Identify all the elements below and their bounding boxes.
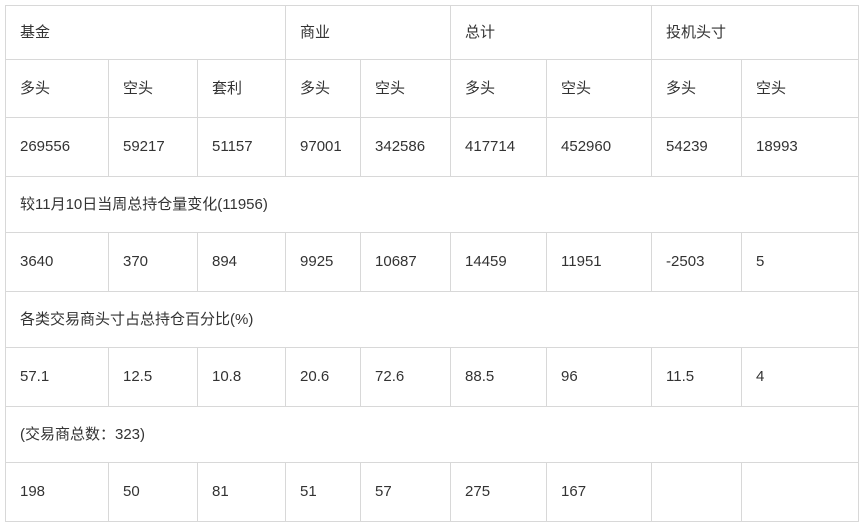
cell-change-5: 14459 xyxy=(450,232,548,292)
cell-percent-2: 10.8 xyxy=(196,347,287,407)
group-header-row: 基金 商业 总计 投机头寸 xyxy=(4,5,860,60)
cell-traders-6: 167 xyxy=(546,462,653,522)
cell-positions-5: 417714 xyxy=(450,117,548,177)
column-header-fund-long: 多头 xyxy=(5,59,109,118)
column-header-commercial-long: 多头 xyxy=(285,59,362,118)
cell-traders-5: 275 xyxy=(450,462,548,522)
cell-positions-8: 18993 xyxy=(741,117,860,177)
table-row: 3640 370 894 9925 10687 14459 11951 -250… xyxy=(5,232,860,292)
note-trader-count: (交易商总数：323) xyxy=(4,406,860,463)
cell-traders-0: 198 xyxy=(5,462,109,522)
cell-positions-4: 342586 xyxy=(360,117,452,177)
cell-positions-2: 51157 xyxy=(196,117,287,177)
column-header-total-long: 多头 xyxy=(450,59,548,118)
cell-change-1: 370 xyxy=(108,232,198,292)
cell-traders-3: 51 xyxy=(285,462,362,522)
group-header-fund: 基金 xyxy=(4,5,287,60)
column-header-commercial-short: 空头 xyxy=(360,59,452,118)
cell-positions-1: 59217 xyxy=(108,117,198,177)
cell-change-0: 3640 xyxy=(5,232,109,292)
cell-traders-8 xyxy=(741,462,860,522)
group-header-speculative: 投机头寸 xyxy=(651,5,860,60)
cell-percent-6: 96 xyxy=(546,347,653,407)
cell-traders-2: 81 xyxy=(196,462,287,522)
column-header-fund-spread: 套利 xyxy=(196,59,287,118)
group-header-total: 总计 xyxy=(450,5,653,60)
cell-positions-3: 97001 xyxy=(285,117,362,177)
cell-traders-7 xyxy=(651,462,743,522)
cell-change-4: 10687 xyxy=(360,232,452,292)
cell-positions-6: 452960 xyxy=(546,117,653,177)
section-note-row-change: 较11月10日当周总持仓量变化(11956) xyxy=(4,176,860,233)
cell-positions-7: 54239 xyxy=(651,117,743,177)
cell-traders-1: 50 xyxy=(108,462,198,522)
group-header-commercial: 商业 xyxy=(285,5,452,60)
cell-change-7: -2503 xyxy=(651,232,743,292)
cell-change-2: 894 xyxy=(196,232,287,292)
column-header-fund-short: 空头 xyxy=(108,59,198,118)
column-header-spec-long: 多头 xyxy=(651,59,743,118)
cell-traders-4: 57 xyxy=(360,462,452,522)
table-row: 198 50 81 51 57 275 167 xyxy=(5,462,860,522)
cell-percent-7: 11.5 xyxy=(651,347,743,407)
column-header-spec-short: 空头 xyxy=(741,59,860,118)
cell-percent-5: 88.5 xyxy=(450,347,548,407)
column-header-total-short: 空头 xyxy=(546,59,653,118)
cell-percent-8: 4 xyxy=(741,347,860,407)
cell-percent-1: 12.5 xyxy=(108,347,198,407)
table-row: 269556 59217 51157 97001 342586 417714 4… xyxy=(5,117,860,177)
note-weekly-change: 较11月10日当周总持仓量变化(11956) xyxy=(4,176,860,233)
cell-change-6: 11951 xyxy=(546,232,653,292)
table-row: 57.1 12.5 10.8 20.6 72.6 88.5 96 11.5 4 xyxy=(5,347,860,407)
section-note-row-percent: 各类交易商头寸占总持仓百分比(%) xyxy=(4,291,860,348)
cell-change-8: 5 xyxy=(741,232,860,292)
cell-change-3: 9925 xyxy=(285,232,362,292)
section-note-row-traders: (交易商总数：323) xyxy=(4,406,860,463)
cell-percent-3: 20.6 xyxy=(285,347,362,407)
cell-positions-0: 269556 xyxy=(5,117,109,177)
note-percent-of-open-interest: 各类交易商头寸占总持仓百分比(%) xyxy=(4,291,860,348)
cot-table-container: 基金 商业 总计 投机头寸 多头 空头 套利 多头 空头 多头 空头 多头 空头… xyxy=(4,5,860,522)
column-header-row: 多头 空头 套利 多头 空头 多头 空头 多头 空头 xyxy=(5,59,860,118)
commitment-of-traders-table: 基金 商业 总计 投机头寸 多头 空头 套利 多头 空头 多头 空头 多头 空头… xyxy=(4,5,860,522)
cell-percent-0: 57.1 xyxy=(5,347,109,407)
cell-percent-4: 72.6 xyxy=(360,347,452,407)
